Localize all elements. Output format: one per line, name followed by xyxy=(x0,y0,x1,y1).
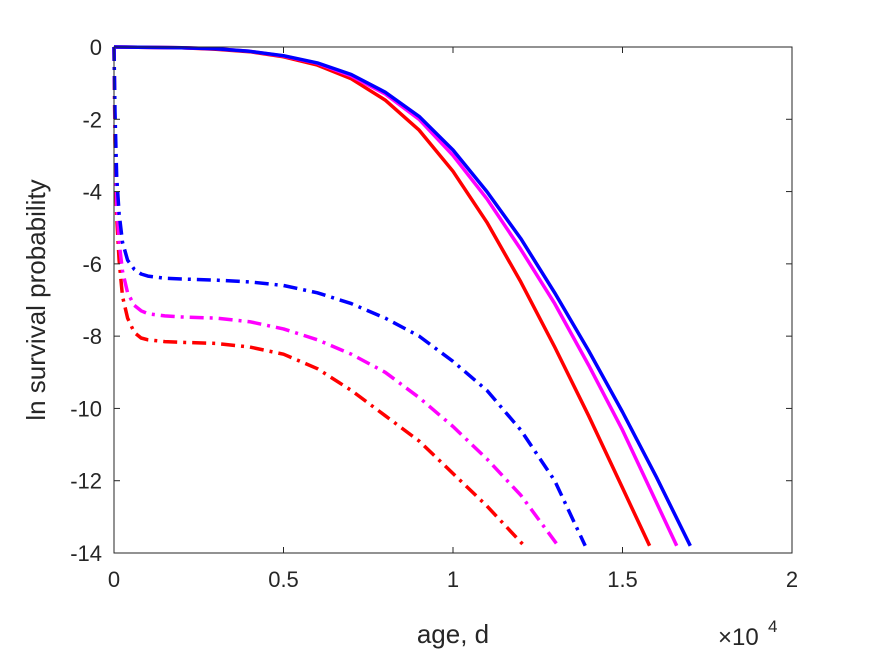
y-tick-label: -12 xyxy=(70,469,102,494)
y-tick-label: -6 xyxy=(82,252,102,277)
series-line-5 xyxy=(112,46,560,547)
x-axis-exponent-base: ×10 xyxy=(718,624,759,651)
x-tick-label: 0.5 xyxy=(268,567,299,592)
series-group xyxy=(112,45,692,547)
series-line-6 xyxy=(112,46,587,547)
y-tick-label: 0 xyxy=(90,35,102,60)
y-axis-label: ln survival probability xyxy=(21,179,51,420)
x-tick-label: 2 xyxy=(786,567,798,592)
x-tick-label: 1 xyxy=(447,567,459,592)
y-tick-label: -10 xyxy=(70,396,102,421)
x-axis-ticks: 0 0.5 1 1.5 2 xyxy=(108,47,798,592)
y-tick-label: -2 xyxy=(82,107,102,132)
x-axis-label: age, d xyxy=(417,619,489,649)
x-tick-label: 1.5 xyxy=(607,567,638,592)
x-tick-label: 0 xyxy=(108,567,120,592)
y-tick-label: -8 xyxy=(82,324,102,349)
x-axis-exponent-power: 4 xyxy=(768,617,777,636)
series-line-4 xyxy=(112,46,526,547)
y-tick-label: -4 xyxy=(82,180,102,205)
series-line-3 xyxy=(113,45,692,547)
y-tick-label: -14 xyxy=(70,541,102,566)
y-axis-ticks: 0 -2 -4 -6 -8 -10 -12 -14 xyxy=(70,35,792,566)
